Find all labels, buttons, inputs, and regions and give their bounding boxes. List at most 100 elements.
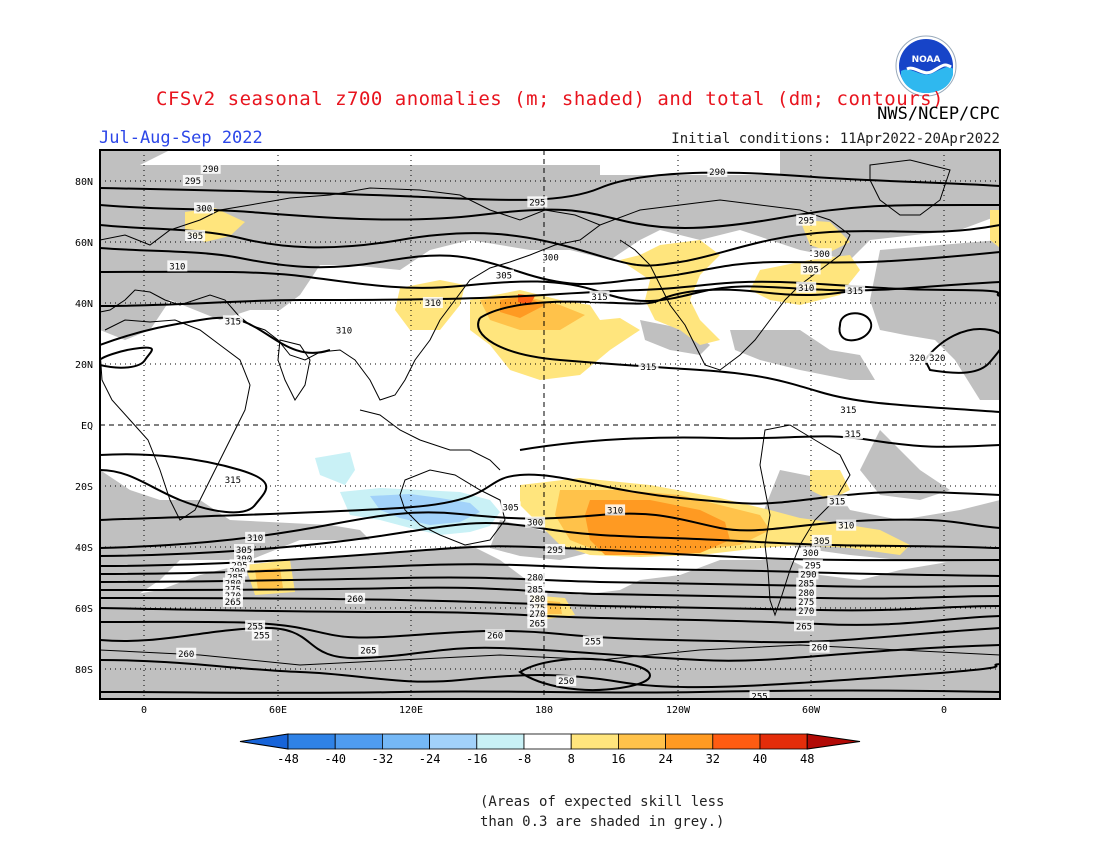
contour-label: 315 [225,317,241,327]
contour-label: 300 [803,549,819,559]
contour-label-bg [809,641,830,653]
contour-label-bg [827,495,848,507]
colorbar-label: 32 [706,752,720,766]
lat-label: 40S [75,543,93,554]
lat-label: 20S [75,482,93,493]
contour-label-bg [527,608,548,620]
colorbar-arrow-high [806,733,861,750]
contour-label-bg [222,315,243,327]
map-frame [99,149,1001,700]
contour-label-bg [796,577,817,589]
contour-label-bg [245,531,266,543]
contour-label-bg [800,263,821,275]
colorbar-label: 40 [753,752,767,766]
contour-label: 265 [529,619,545,629]
contour-label-bg [225,571,246,583]
contour-label-bg [527,617,548,629]
colorbar-label: -16 [466,752,488,766]
colorbar-label: -8 [517,752,531,766]
contour-label-bg [245,620,266,632]
contour-label: 250 [558,677,574,687]
contour-label-bg [345,592,366,604]
lon-label: 180 [535,705,553,716]
contour-label-bg [798,568,819,580]
contour-label: 285 [798,580,814,590]
contour-label-bg [176,647,197,659]
contour-label: 305 [814,537,830,547]
contour-label: 265 [225,598,241,608]
contour-label-bg [222,583,243,595]
contour-label: 295 [529,198,545,208]
colorbar-swatch [759,733,808,750]
lon-label: 60E [269,705,287,716]
contour-label-bg [845,284,866,296]
contour-label: 280 [527,574,543,584]
contour-label: 255 [247,622,263,632]
lat-axis-labels: 80N 60N 40N 20N EQ 20S 40S 60S 80S [75,177,93,676]
colorbar-swatch [618,733,667,750]
contour-label-bg [836,519,857,531]
contour-label-bg [229,559,250,571]
colorbar: -48 -40 -32 -24 -16 -8 8 16 24 32 40 48 [239,733,861,766]
contour-label-bg [493,269,514,281]
noaa-logo-icon: NOAA [895,35,957,97]
contour-label-bg [796,595,817,607]
contour-label-bg [540,251,561,263]
contour-label: 295 [798,217,814,227]
contour-label: 305 [187,232,203,242]
contour-label: 315 [591,293,607,303]
contour-label-bg [222,595,243,607]
contour-label-bg [927,351,948,363]
colorbar-swatch [476,733,525,750]
colorbar-label: -40 [324,752,346,766]
contour-label: 270 [529,610,545,620]
contour-label-bg [182,175,203,186]
contour-label-bg [527,592,548,604]
contour-label-bg [796,214,817,226]
contour-label-bg [796,281,817,293]
lat-label: EQ [81,421,93,432]
contour-label-bg [589,290,610,302]
contour-label: 315 [845,430,861,440]
colorbar-swatch [381,733,430,750]
colorbar-label: 48 [800,752,814,766]
contour-label: 310 [607,506,623,516]
org-label: NWS/NCEP/CPC [877,104,1000,124]
contour-label: 260 [811,644,827,654]
contour-label-bg [193,202,214,214]
contour-label: 260 [487,631,503,641]
contour-label-bg [525,516,546,528]
skill-note-line-2: than 0.3 are shaded in grey.) [480,814,725,830]
contour-label: 260 [178,650,194,660]
skill-note-line-1: (Areas of expected skill less [480,794,725,810]
contour-label-bg [333,324,354,336]
lat-label: 80S [75,665,93,676]
colorbar-label: -24 [419,752,441,766]
contour-label: 300 [814,250,830,260]
contour-label-bg [545,544,566,556]
lon-label: 0 [141,705,147,716]
contour-label: 305 [803,265,819,275]
colorbar-swatch [287,733,336,750]
contour-label-bg [556,675,577,687]
contour-label: 275 [798,598,814,608]
contour-label: 290 [709,168,725,178]
contour-label-bg [525,583,546,595]
lat-label: 40N [75,299,93,310]
contour-label: 255 [751,692,767,702]
contour-label: 300 [527,519,543,529]
colorbar-swatch [334,733,383,750]
colorbar-arrow-low [239,733,289,750]
contour-label-bg [500,501,521,513]
equator-dateline [100,150,1000,699]
contour-label: 300 [543,253,559,263]
contour-label-bg [222,473,243,485]
contour-label: 285 [527,586,543,596]
chart-title: CFSv2 seasonal z700 anomalies (m; shaded… [156,88,944,110]
contour-label: 310 [169,262,185,272]
contour-label: 265 [360,647,376,657]
contour-label-bg [796,586,817,598]
contour-label-bg [749,690,770,699]
contour-label-bg [907,351,928,363]
